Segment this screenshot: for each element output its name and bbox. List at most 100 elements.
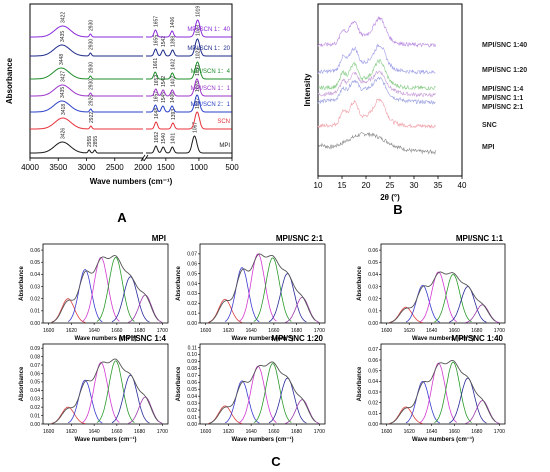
peak-label-mpi-scn-1-40-3422: 3422 [61,12,67,23]
component-band-1659 [253,363,292,424]
peak-label-mpi-scn-2-1-1028: 1028 [195,81,201,92]
y-axis-label: Absorbance [5,57,14,104]
fit-envelope [389,359,496,424]
x-tick-label-1680: 1680 [134,328,145,334]
component-band-1632 [67,269,103,323]
subplot-mpi-snc-1-40: MPI/SNC 1:40 0.00 0.01 0.02 0.03 0.04 0.05 0.06… [357,334,506,443]
subplot-mpi: MPI 0.00 0.01 0.02 0.03 0.04 0.05 0.06 1600 1620 1… [19,234,169,342]
x-tick-label-1700: 1700 [157,328,168,334]
peak-label-mpi-scn-2-1-2926: 2926 [89,95,95,106]
y-axis-label: Absorbance [19,266,25,301]
x-tick-label-1000: 1000 [190,163,208,172]
ftir-line-mpi-scn-2-1 [30,94,232,113]
subplot-mpi-snc-1-20: MPI/SNC 1:20 0.000.010.020.030.040.050.06… [176,334,326,443]
plot-frame [29,3,233,159]
peak-label-mpi-scn-2-1-1545: 1545 [161,92,167,103]
y-tick-label-0-03: 0.03 [30,284,40,290]
peak-label-mpi-scn-1-4-1661: 1661 [153,58,159,69]
y-tick-label-0-00: 0.00 [30,321,40,327]
y-tick-label-0-03: 0.03 [187,401,197,407]
component-band-1672 [449,286,487,323]
y-tick-label-0-01: 0.01 [30,309,40,315]
x-tick-label-4000: 4000 [21,163,39,172]
y-axis-label: Absorbance [357,266,363,301]
peak-label-mpi-scn-1-1-1652: 1652 [154,75,160,86]
component-band-1659 [96,360,135,423]
peak-label-scn-1648: 1648 [154,108,160,119]
x-axis-label: Wave numbers (cm⁻¹) [232,335,294,342]
x-tick-label-1600: 1600 [43,429,54,435]
x-tick-label-1660: 1660 [111,328,122,334]
y-tick-label-0-00: 0.00 [368,321,378,327]
peak-label-mpi-scn-1-1-1542: 1542 [161,76,167,87]
peak-label-mpi-scn-1-4-1022: 1022 [195,48,201,59]
peak-label-mpi-scn-1-20-2930: 2930 [88,39,94,50]
x-tick-label-2000: 2000 [134,163,152,172]
component-band-1632 [68,379,103,424]
x-axis-label: Wave numbers (cm⁻¹) [90,177,173,186]
x-tick-label-1620: 1620 [223,429,234,435]
series-label-mpi: MPI [482,144,495,151]
peak-label-mpi-scn-1-1-1402: 1402 [170,76,176,87]
x-tick-label-1660: 1660 [449,429,460,435]
y-tick-label-0-06: 0.06 [368,358,378,364]
xrd-line-mpi-snc-1-20 [317,43,436,76]
peak-label-mpi-scn-1-40-1019: 1019 [196,6,202,17]
y-tick-label-0-05: 0.05 [187,387,197,393]
component-band-1646 [239,365,277,423]
subplot-title: MPI/SNC 2:1 [276,234,324,243]
peak-label-mpi-scn-1-20-1542: 1542 [161,36,167,47]
y-tick-label-0-00: 0.00 [187,321,197,327]
peak-label-mpi-scn-1-4-2930: 2930 [88,62,94,73]
plot-frame [380,243,506,324]
component-band-1632 [225,380,260,424]
x-tick-label-1640: 1640 [426,429,437,435]
y-tick-label-0-00: 0.00 [187,422,197,428]
x-tick-label-1620: 1620 [404,429,415,435]
plot-frame [42,243,169,324]
peak-label-mpi-1652: 1652 [154,132,160,143]
x-tick-label-3500: 3500 [49,163,67,172]
fit-envelope [389,271,496,323]
y-tick-label-0-04: 0.04 [30,272,40,278]
component-band-1632 [405,284,440,323]
x-tick-label-1640: 1640 [89,429,100,435]
y-tick-label-0-06: 0.06 [187,380,197,386]
x-tick-label-500: 500 [225,163,239,172]
component-band-1659 [96,256,135,322]
peak-label-mpi-scn-1-1-3427: 3427 [60,71,66,82]
x-tick-label-10: 10 [314,181,323,190]
y-tick-label-0-11: 0.11 [188,345,198,351]
y-tick-label-0-08: 0.08 [30,354,40,360]
xrd-line-mpi-snc-1-4 [317,59,436,91]
y-tick-label-0-03: 0.03 [187,291,197,297]
x-tick-label-1640: 1640 [246,429,257,435]
peak-label-mpi-scn-1-40-1406: 1406 [170,17,176,28]
component-band-1646 [420,271,457,323]
y-tick-label-0-06: 0.06 [368,248,378,254]
peak-label-mpi-scn-1-4-1402: 1402 [170,59,176,70]
y-tick-label-0-02: 0.02 [187,408,197,414]
y-tick-label-0-02: 0.02 [368,400,378,406]
xrd-line-mpi-snc-1-40 [317,16,436,48]
series-label-scn: SCN [217,119,230,125]
peak-label-mpi-scn-1-20-1398: 1398 [171,36,177,47]
plot-frame [380,343,506,425]
component-band-1672 [111,374,150,424]
x-tick-label-1620: 1620 [223,328,234,334]
component-band-1672 [268,273,307,323]
y-tick-label-0-01: 0.01 [30,413,40,419]
x-tick-label-1640: 1640 [89,328,100,334]
x-tick-label-1640: 1640 [426,328,437,334]
ftir-line-mpi-scn-1-40 [30,19,232,38]
y-tick-label-0-08: 0.08 [187,366,197,372]
y-axis-label: Intensity [303,73,312,106]
peak-label-mpi-1401: 1401 [170,133,176,144]
subplot-title: MPI/SNC 1:1 [456,234,504,243]
fit-envelope [208,253,316,323]
y-tick-label-0-02: 0.02 [30,296,40,302]
x-axis-label: Wave numbers (cm⁻¹) [75,335,137,342]
x-tick-label-1600: 1600 [200,429,211,435]
x-tick-label-15: 15 [338,181,347,190]
